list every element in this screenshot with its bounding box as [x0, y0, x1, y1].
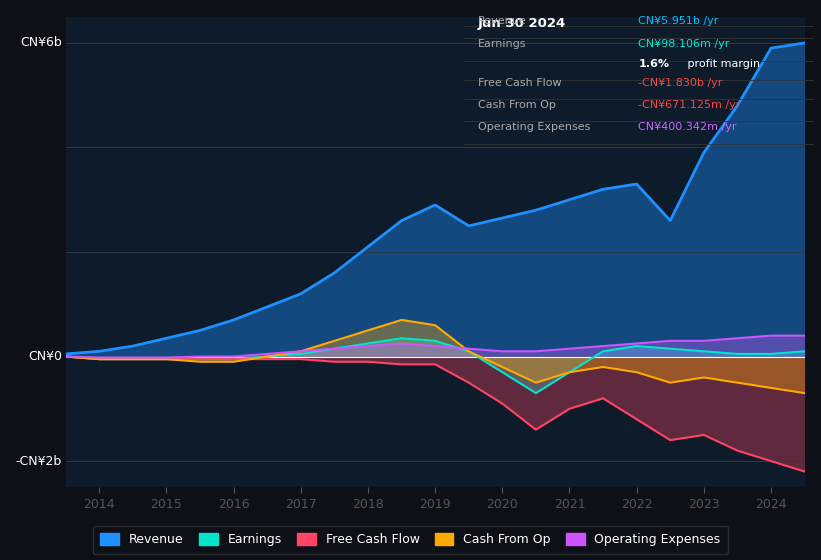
Text: Operating Expenses: Operating Expenses	[478, 123, 590, 133]
Text: CN¥98.106m /yr: CN¥98.106m /yr	[639, 40, 730, 49]
Legend: Revenue, Earnings, Free Cash Flow, Cash From Op, Operating Expenses: Revenue, Earnings, Free Cash Flow, Cash …	[93, 526, 728, 554]
Text: 1.6%: 1.6%	[639, 59, 669, 69]
Text: Cash From Op: Cash From Op	[478, 100, 556, 110]
Text: CN¥6b: CN¥6b	[21, 36, 62, 49]
Text: Free Cash Flow: Free Cash Flow	[478, 78, 562, 88]
Text: Earnings: Earnings	[478, 40, 526, 49]
Text: -CN¥671.125m /yr: -CN¥671.125m /yr	[639, 100, 741, 110]
Text: -CN¥2b: -CN¥2b	[16, 455, 62, 468]
Text: CN¥400.342m /yr: CN¥400.342m /yr	[639, 123, 736, 133]
Text: profit margin: profit margin	[684, 59, 759, 69]
Text: CN¥0: CN¥0	[28, 350, 62, 363]
Text: Jun 30 2024: Jun 30 2024	[478, 17, 566, 30]
Text: Revenue: Revenue	[478, 16, 526, 26]
Text: -CN¥1.830b /yr: -CN¥1.830b /yr	[639, 78, 722, 88]
Text: CN¥5.951b /yr: CN¥5.951b /yr	[639, 16, 718, 26]
